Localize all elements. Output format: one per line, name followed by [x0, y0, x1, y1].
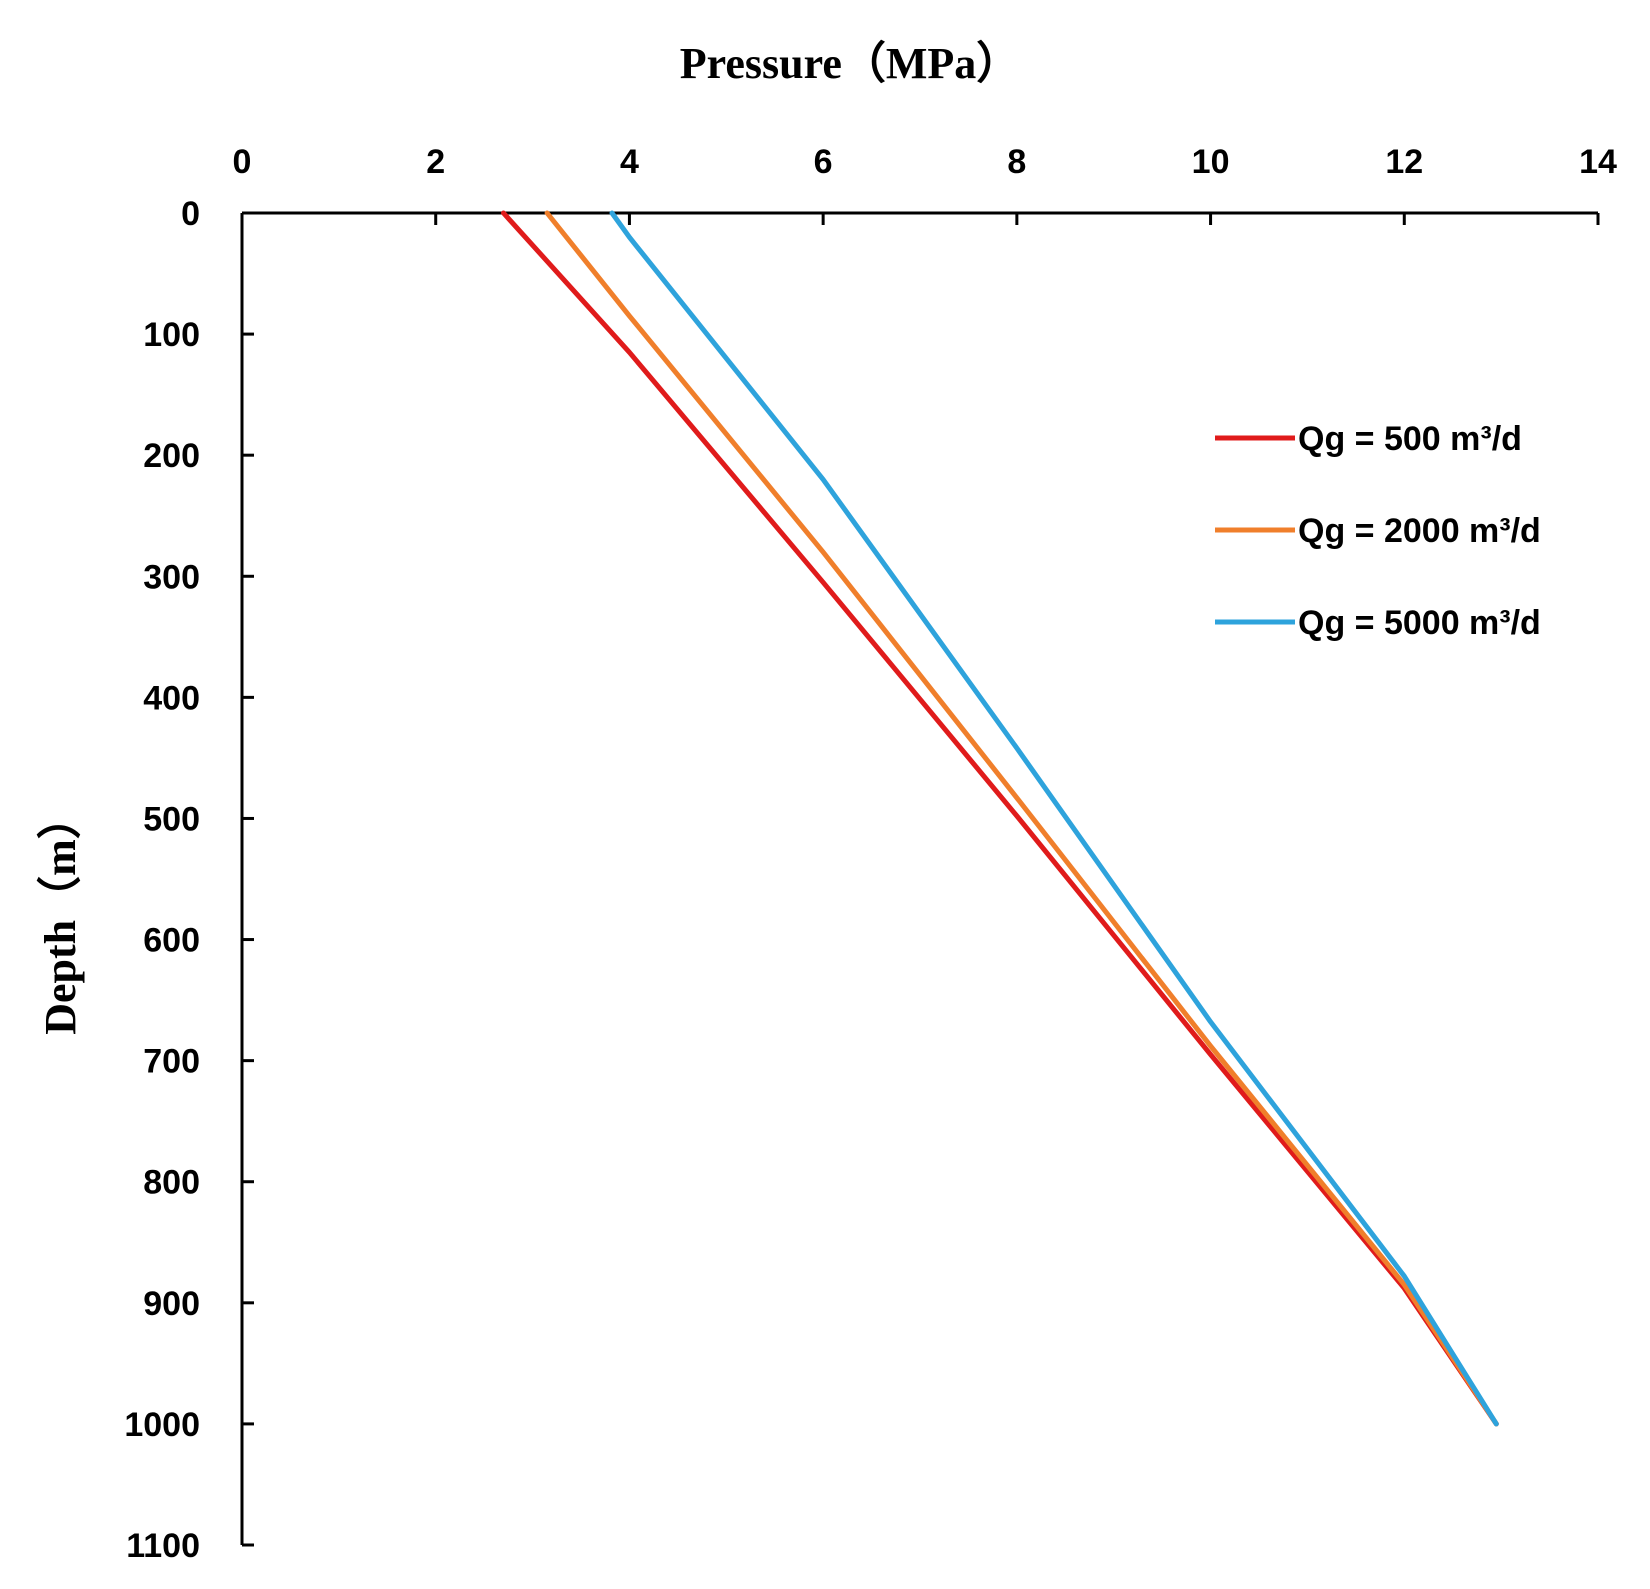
x-tick-label: 0 — [233, 143, 252, 181]
y-tick-label: 600 — [143, 922, 200, 960]
y-tick-label: 200 — [143, 437, 200, 475]
x-axis-title: Pressure（MPa） — [680, 39, 1021, 88]
y-tick-label: 500 — [143, 800, 200, 838]
x-tick-label: 10 — [1192, 143, 1230, 181]
legend-label-3: Qg = 5000 m³/d — [1298, 604, 1541, 642]
y-tick-label: 1000 — [124, 1406, 200, 1444]
x-tick-label: 2 — [426, 143, 445, 181]
y-tick-label: 800 — [143, 1164, 200, 1202]
y-tick-label: 400 — [143, 679, 200, 717]
x-tick-label: 14 — [1579, 143, 1617, 181]
y-axis-title: Depth（m） — [36, 795, 85, 1035]
y-tick-label: 700 — [143, 1043, 200, 1081]
x-tick-label: 6 — [814, 143, 833, 181]
series-line-3 — [609, 210, 1499, 1427]
y-tick-label: 300 — [143, 558, 200, 596]
series-line-1 — [501, 210, 1499, 1427]
axes: 0 2 4 6 8 10 12 14 0 100 200 300 400 500 600 700 800 900 1… — [124, 143, 1617, 1565]
x-tick-label: 4 — [620, 143, 639, 181]
y-tick-label: 1100 — [126, 1527, 200, 1565]
x-tick-label: 8 — [1007, 143, 1026, 181]
legend-label-1: Qg = 500 m³/d — [1298, 420, 1522, 458]
y-tick-label: 900 — [143, 1285, 200, 1323]
legend-label-2: Qg = 2000 m³/d — [1298, 512, 1541, 550]
y-tick-label: 100 — [143, 316, 200, 354]
series-lines — [501, 210, 1499, 1427]
y-tick-label: 0 — [181, 195, 200, 233]
legend: Qg = 500 m³/d Qg = 2000 m³/d Qg = 5000 m³/… — [1215, 420, 1541, 642]
series-line-2 — [544, 210, 1499, 1427]
x-tick-label: 12 — [1385, 143, 1423, 181]
